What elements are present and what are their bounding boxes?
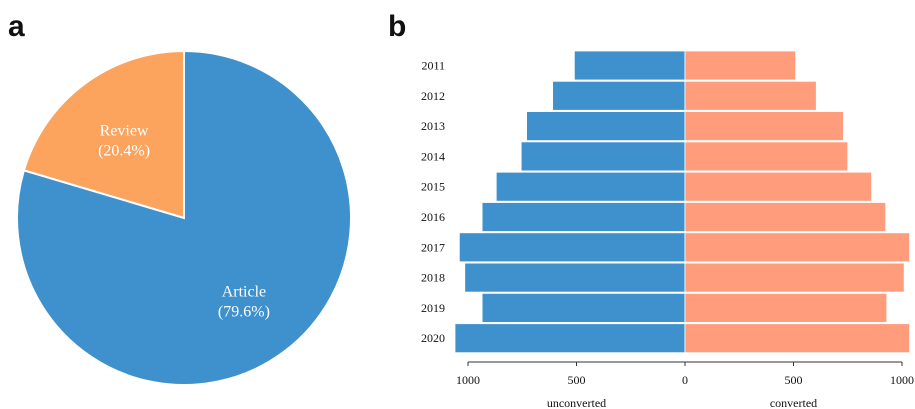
pie-percent-review: (20.4%) [98,143,150,160]
bar-converted-2011 [684,50,797,81]
pie-slice-article [16,49,352,386]
x-tick-labels: 1000 500 0 500 1000 [456,362,914,387]
bar-unconverted-2011 [573,50,686,81]
year-label-2016: 2016 [421,210,445,224]
bar-converted-2018 [684,262,905,293]
bar-converted-2014 [684,141,849,172]
unconverted-bars [454,50,686,354]
year-label-2012: 2012 [421,89,445,103]
x-tick-label: 0 [682,373,688,387]
converted-bars [684,50,910,354]
bar-unconverted-2018 [464,262,686,293]
bar-unconverted-2015 [495,171,686,202]
bar-converted-2020 [684,323,910,354]
bar-unconverted-2019 [481,292,686,323]
bar-unconverted-2013 [526,111,686,141]
year-label-2015: 2015 [421,180,445,194]
pie-slice-review [22,49,185,220]
year-label-2020: 2020 [421,331,445,345]
pie-label-review: Review [100,123,149,140]
bar-converted-2015 [684,171,873,202]
panel-a-letter: a [8,10,25,43]
year-tick-labels: 2011 2012 2013 2014 2015 2016 2017 2018 2019 2020 [421,59,445,346]
year-label-2011: 2011 [421,59,445,73]
year-label-2019: 2019 [421,301,445,315]
bar-unconverted-2020 [454,323,686,354]
bar-converted-2016 [684,202,887,232]
x-tick-label: 1000 [456,373,480,387]
year-label-2017: 2017 [421,240,445,254]
pie-chart: Review (20.4%) Article (79.6%) [16,49,352,386]
bar-converted-2012 [684,80,817,111]
bar-converted-2017 [684,232,910,263]
bar-converted-2019 [684,292,888,323]
xlabel-converted: converted [770,396,817,409]
xlabel-unconverted: unconverted [547,396,606,409]
x-tick-label: 500 [785,373,803,387]
pie-percent-article: (79.6%) [218,303,270,320]
bar-unconverted-2016 [481,202,686,232]
bar-unconverted-2014 [520,141,686,172]
x-tick-label: 500 [568,373,586,387]
year-label-2014: 2014 [421,149,445,163]
pyramid-bar-chart: 2011 2012 2013 2014 2015 2016 2017 2018 2019 2020… [421,50,914,409]
pie-label-article: Article [222,283,266,300]
x-tick-label: 1000 [890,373,914,387]
panel-b-letter: b [388,10,406,43]
year-label-2013: 2013 [421,119,445,133]
bar-unconverted-2017 [458,232,686,263]
bar-converted-2013 [684,111,844,141]
year-label-2018: 2018 [421,271,445,285]
bar-unconverted-2012 [552,80,686,111]
